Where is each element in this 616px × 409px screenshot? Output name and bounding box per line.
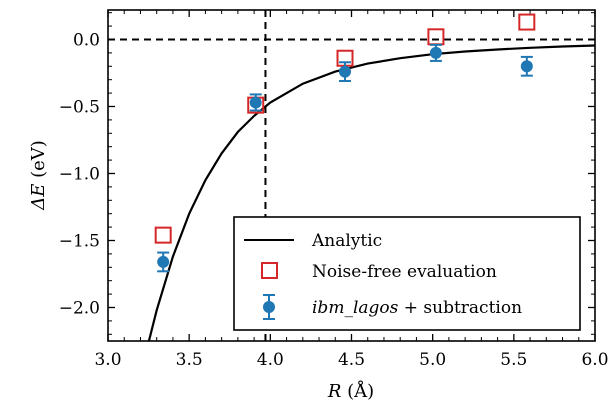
noisefree-marker	[427, 28, 445, 46]
y-tick-label: −1.0	[59, 164, 100, 184]
noisefree-marker	[518, 13, 536, 31]
y-tick-label: 0.0	[73, 30, 100, 50]
x-tick-labels: 3.0 3.5 4.0 4.5 5.0 5.5 6.0	[94, 350, 608, 370]
x-tick-label: 4.5	[338, 350, 365, 370]
x-tick-label: 4.0	[257, 350, 284, 370]
y-axis-label: ΔE (eV)	[28, 140, 49, 211]
analytic-curve-group	[147, 44, 595, 341]
x-axis-label: R (Å)	[327, 380, 374, 402]
x-tick-label: 3.0	[94, 350, 121, 370]
legend-noisefree-swatch	[261, 262, 278, 279]
lagos-marker	[520, 60, 533, 73]
x-tick-label: 5.0	[419, 350, 446, 370]
y-tick-label: −0.5	[59, 97, 100, 117]
legend: Analytic Noise-free evaluation ibm_lagos…	[233, 216, 581, 331]
analytic-curve	[147, 44, 595, 341]
y-tick-label: −2.0	[59, 298, 100, 318]
lagos-marker	[339, 65, 352, 78]
legend-lagos-label: ibm_lagos + subtraction	[312, 298, 522, 318]
legend-lagos-swatch	[263, 294, 275, 320]
lagos-marker	[157, 255, 170, 268]
reference-lines	[108, 10, 595, 341]
x-tick-label: 6.0	[581, 350, 608, 370]
y-tick-label: −1.5	[59, 231, 100, 251]
data-markers	[154, 13, 536, 273]
y-tick-labels: 0.0 −0.5 −1.0 −1.5 −2.0	[59, 30, 100, 318]
x-tick-label: 5.5	[500, 350, 527, 370]
legend-noisefree-label: Noise-free evaluation	[312, 262, 497, 282]
noisefree-marker	[154, 226, 172, 244]
axis-ticks	[107, 10, 596, 341]
x-tick-label: 3.5	[176, 350, 203, 370]
legend-box	[233, 216, 581, 331]
legend-analytic-label: Analytic	[311, 231, 382, 251]
lagos-marker	[429, 46, 442, 59]
lagos-marker	[249, 96, 262, 109]
